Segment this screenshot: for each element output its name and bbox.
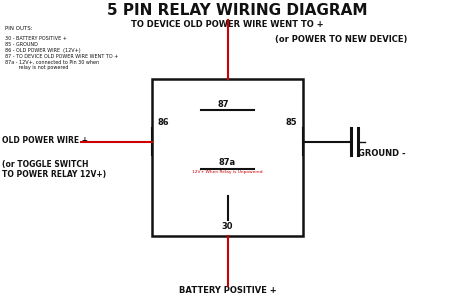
Text: 87: 87 [217,100,228,109]
Text: 30 - BATTERY POSITIVE +
85 - GROUND
86 - OLD POWER WIRE  (12V+)
87 - TO DEVICE O: 30 - BATTERY POSITIVE + 85 - GROUND 86 -… [5,36,118,70]
Text: 87a: 87a [219,158,236,167]
Bar [152,79,303,236]
Text: 86: 86 [158,118,169,127]
Text: BATTERY POSITIVE +: BATTERY POSITIVE + [179,286,276,295]
Text: 12V+ When Relay is Unpowered: 12V+ When Relay is Unpowered [192,170,263,174]
Text: 30: 30 [222,221,233,231]
Text: PIN OUTS:: PIN OUTS: [5,26,32,31]
Text: (or TOGGLE SWITCH
TO POWER RELAY 12V+): (or TOGGLE SWITCH TO POWER RELAY 12V+) [2,160,107,179]
Text: 85: 85 [286,118,297,127]
Text: OLD POWER WIRE +: OLD POWER WIRE + [2,136,88,145]
Text: (or POWER TO NEW DEVICE): (or POWER TO NEW DEVICE) [275,35,408,44]
Text: 5 PIN RELAY WIRING DIAGRAM: 5 PIN RELAY WIRING DIAGRAM [107,3,367,18]
Text: GROUND -: GROUND - [358,148,405,158]
Text: TO DEVICE OLD POWER WIRE WENT TO +: TO DEVICE OLD POWER WIRE WENT TO + [131,20,324,29]
